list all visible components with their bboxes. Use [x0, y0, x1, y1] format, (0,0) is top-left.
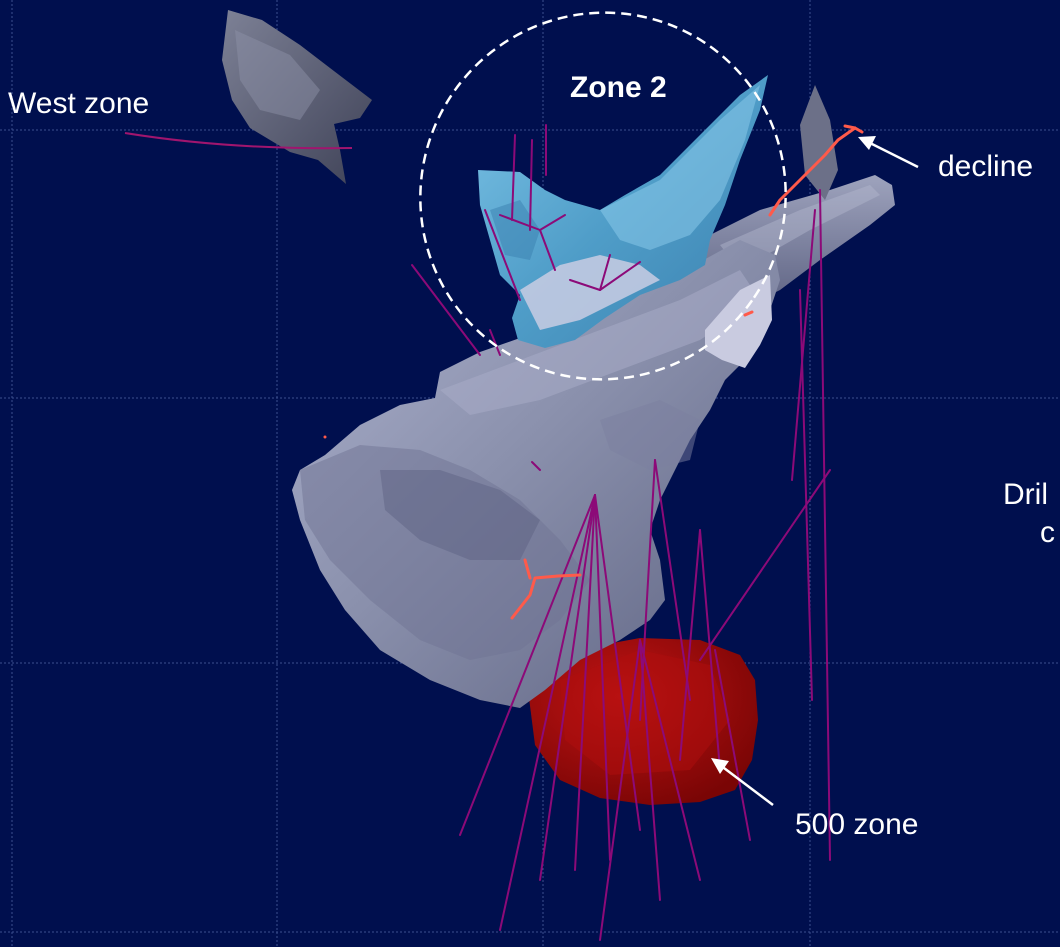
zone-2-label: Zone 2 — [570, 71, 667, 104]
decline-traces — [323, 124, 864, 620]
decline-label: decline — [938, 150, 1034, 183]
zone-500-arrow — [711, 758, 774, 806]
west-zone-body — [124, 10, 372, 184]
drill-traces — [411, 124, 831, 941]
drill-label-line2: c — [1040, 516, 1055, 549]
zone-500-label: 500 zone — [795, 808, 919, 841]
decline-arrow — [858, 136, 919, 169]
host-orebody — [292, 175, 895, 708]
west-zone-label: West zone — [8, 87, 150, 120]
drill-label-line1: Dril — [1003, 478, 1048, 511]
